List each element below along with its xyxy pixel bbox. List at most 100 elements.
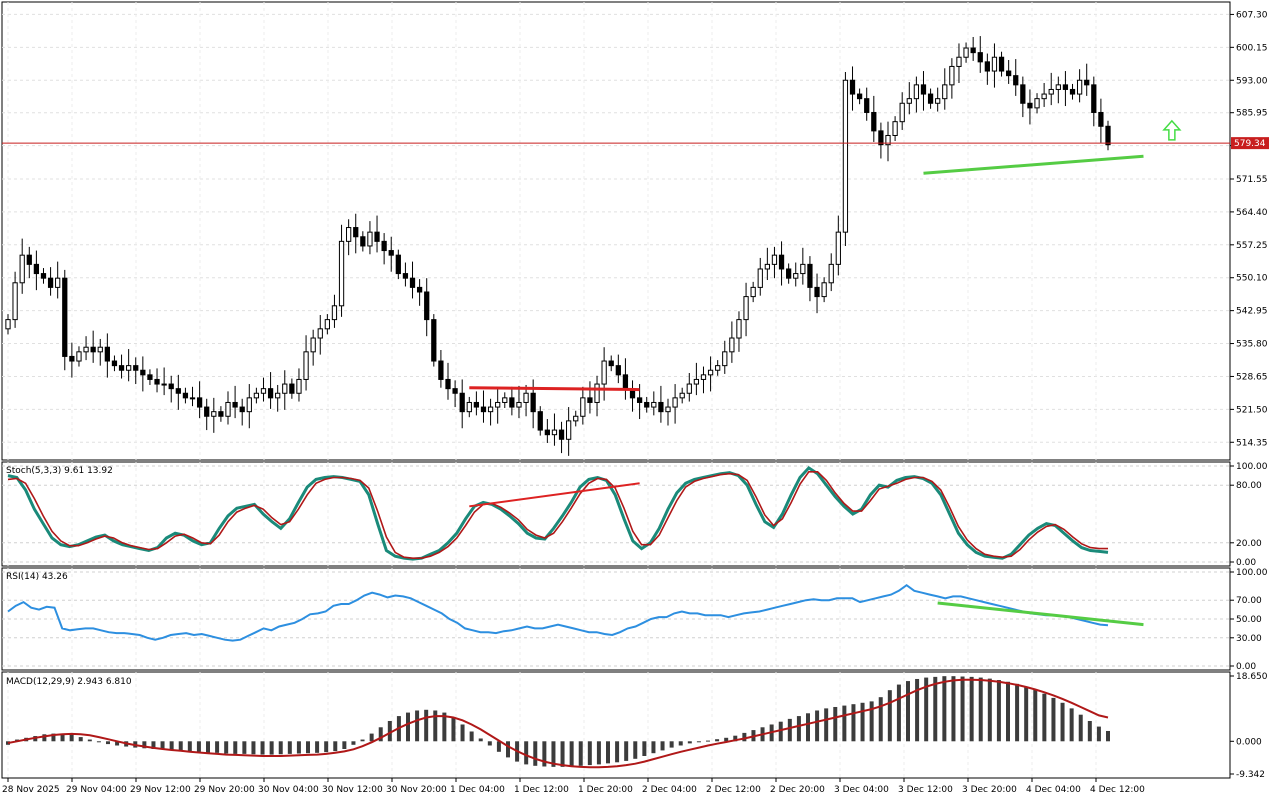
candle-body [360, 236, 366, 247]
candle-body [885, 134, 891, 146]
macd-histogram-bar [687, 741, 692, 744]
price-tick-label: 607.30 [1236, 10, 1268, 20]
macd-histogram-bar [242, 741, 247, 754]
macd-histogram-bar [333, 741, 338, 752]
candle-body [587, 397, 593, 403]
macd-histogram-bar [478, 738, 483, 742]
candle-body [715, 365, 721, 371]
macd-histogram-bar [224, 741, 229, 754]
macd-histogram-bar [596, 741, 601, 765]
x-tick-label: 3 Dec 12:00 [898, 785, 953, 795]
candle-body [523, 392, 529, 403]
macd-histogram-bar [469, 731, 474, 742]
candle-body [722, 351, 728, 367]
x-tick-label: 2 Dec 04:00 [642, 785, 697, 795]
candle-body [793, 273, 799, 279]
price-tick-label: 542.95 [1236, 307, 1268, 317]
x-tick-label: 30 Nov 20:00 [386, 785, 447, 795]
candle-body [402, 273, 409, 279]
candle-body [97, 346, 103, 353]
candle-body [495, 401, 501, 408]
resistance-trendline [469, 386, 640, 392]
macd-tick-label: 0.000 [1236, 737, 1262, 747]
candle-body [260, 388, 267, 394]
price-tick-label: 600.15 [1236, 43, 1268, 53]
candle-body [537, 411, 543, 431]
macd-histogram-bar [887, 690, 892, 742]
candle-body [33, 263, 40, 275]
macd-histogram-bar [196, 741, 201, 752]
candle-body [374, 231, 380, 242]
macd-histogram-bar [833, 706, 838, 742]
macd-histogram-bar [651, 741, 656, 754]
candle-body [622, 374, 629, 390]
candle-body [644, 401, 650, 408]
candle-body [189, 397, 196, 400]
candle-body [182, 392, 189, 399]
candle-body [324, 319, 330, 330]
candle-body [580, 397, 586, 417]
x-tick-label: 29 Nov 12:00 [130, 785, 191, 795]
price-tick-label: 535.80 [1236, 340, 1268, 350]
candle-body [566, 420, 572, 440]
candle-body [750, 286, 756, 298]
macd-histogram-bar [51, 733, 56, 742]
macd-histogram-bar [506, 741, 510, 758]
candle-body [920, 84, 927, 95]
x-tick-label: 1 Dec 20:00 [578, 785, 633, 795]
macd-histogram-bar [1060, 702, 1065, 742]
candle-body [452, 388, 458, 394]
x-tick-label: 2 Dec 20:00 [770, 785, 825, 795]
macd-histogram-bar [433, 710, 438, 742]
macd-histogram-bar [60, 733, 65, 742]
macd-histogram-bar [706, 740, 710, 742]
candle-body [502, 397, 508, 403]
macd-histogram-bar [715, 739, 720, 742]
macd-tick-label: -9.342 [1236, 770, 1265, 780]
macd-histogram-bar [1051, 697, 1056, 742]
macd-histogram-bar [151, 741, 156, 749]
candle-body [133, 365, 139, 371]
macd-histogram-bar [660, 741, 665, 751]
stoch-tick-label: 0.00 [1236, 558, 1256, 568]
candle-body [942, 84, 948, 100]
candle-body [459, 392, 465, 413]
x-tick-label: 4 Dec 12:00 [1090, 785, 1145, 795]
buy-signal-arrow-icon [1162, 119, 1182, 141]
macd-histogram-bar [524, 741, 529, 765]
candle-body [551, 429, 558, 436]
candle-body [842, 79, 849, 233]
candle-body [977, 52, 983, 63]
macd-histogram-bar [824, 708, 829, 742]
macd-histogram-bar [1042, 693, 1047, 742]
candle-body [743, 296, 749, 321]
price-tick-label: 528.65 [1236, 372, 1268, 382]
candle-body [1020, 84, 1026, 104]
macd-tick-label: 18.650 [1236, 672, 1268, 682]
candle-body [1013, 75, 1019, 86]
candle-body [1098, 111, 1104, 127]
macd-histogram-bar [996, 680, 1001, 742]
macd-histogram-bar [915, 678, 920, 742]
candle-body [970, 47, 976, 54]
macd-histogram-bar [1015, 683, 1020, 742]
macd-histogram-bar [924, 677, 929, 742]
macd-histogram-bar [442, 712, 447, 742]
candle-body [913, 84, 920, 100]
stoch-indicator-label: Stoch(5,3,3) 9.61 13.92 [6, 466, 113, 476]
macd-histogram-bar [860, 702, 865, 742]
macd-histogram-bar [978, 677, 983, 742]
candle-body [956, 56, 962, 67]
price-tick-label: 514.35 [1236, 438, 1268, 448]
x-tick-label: 1 Dec 12:00 [514, 785, 569, 795]
macd-histogram-bar [96, 741, 101, 743]
macd-histogram-bar [878, 697, 883, 742]
macd-histogram-bar [278, 741, 283, 755]
macd-histogram-bar [315, 741, 320, 753]
macd-histogram-bar [406, 712, 410, 742]
candle-body [573, 415, 579, 422]
candle-body [700, 374, 707, 380]
price-tick-label: 550.10 [1236, 274, 1268, 284]
macd-histogram-bar [424, 709, 429, 742]
